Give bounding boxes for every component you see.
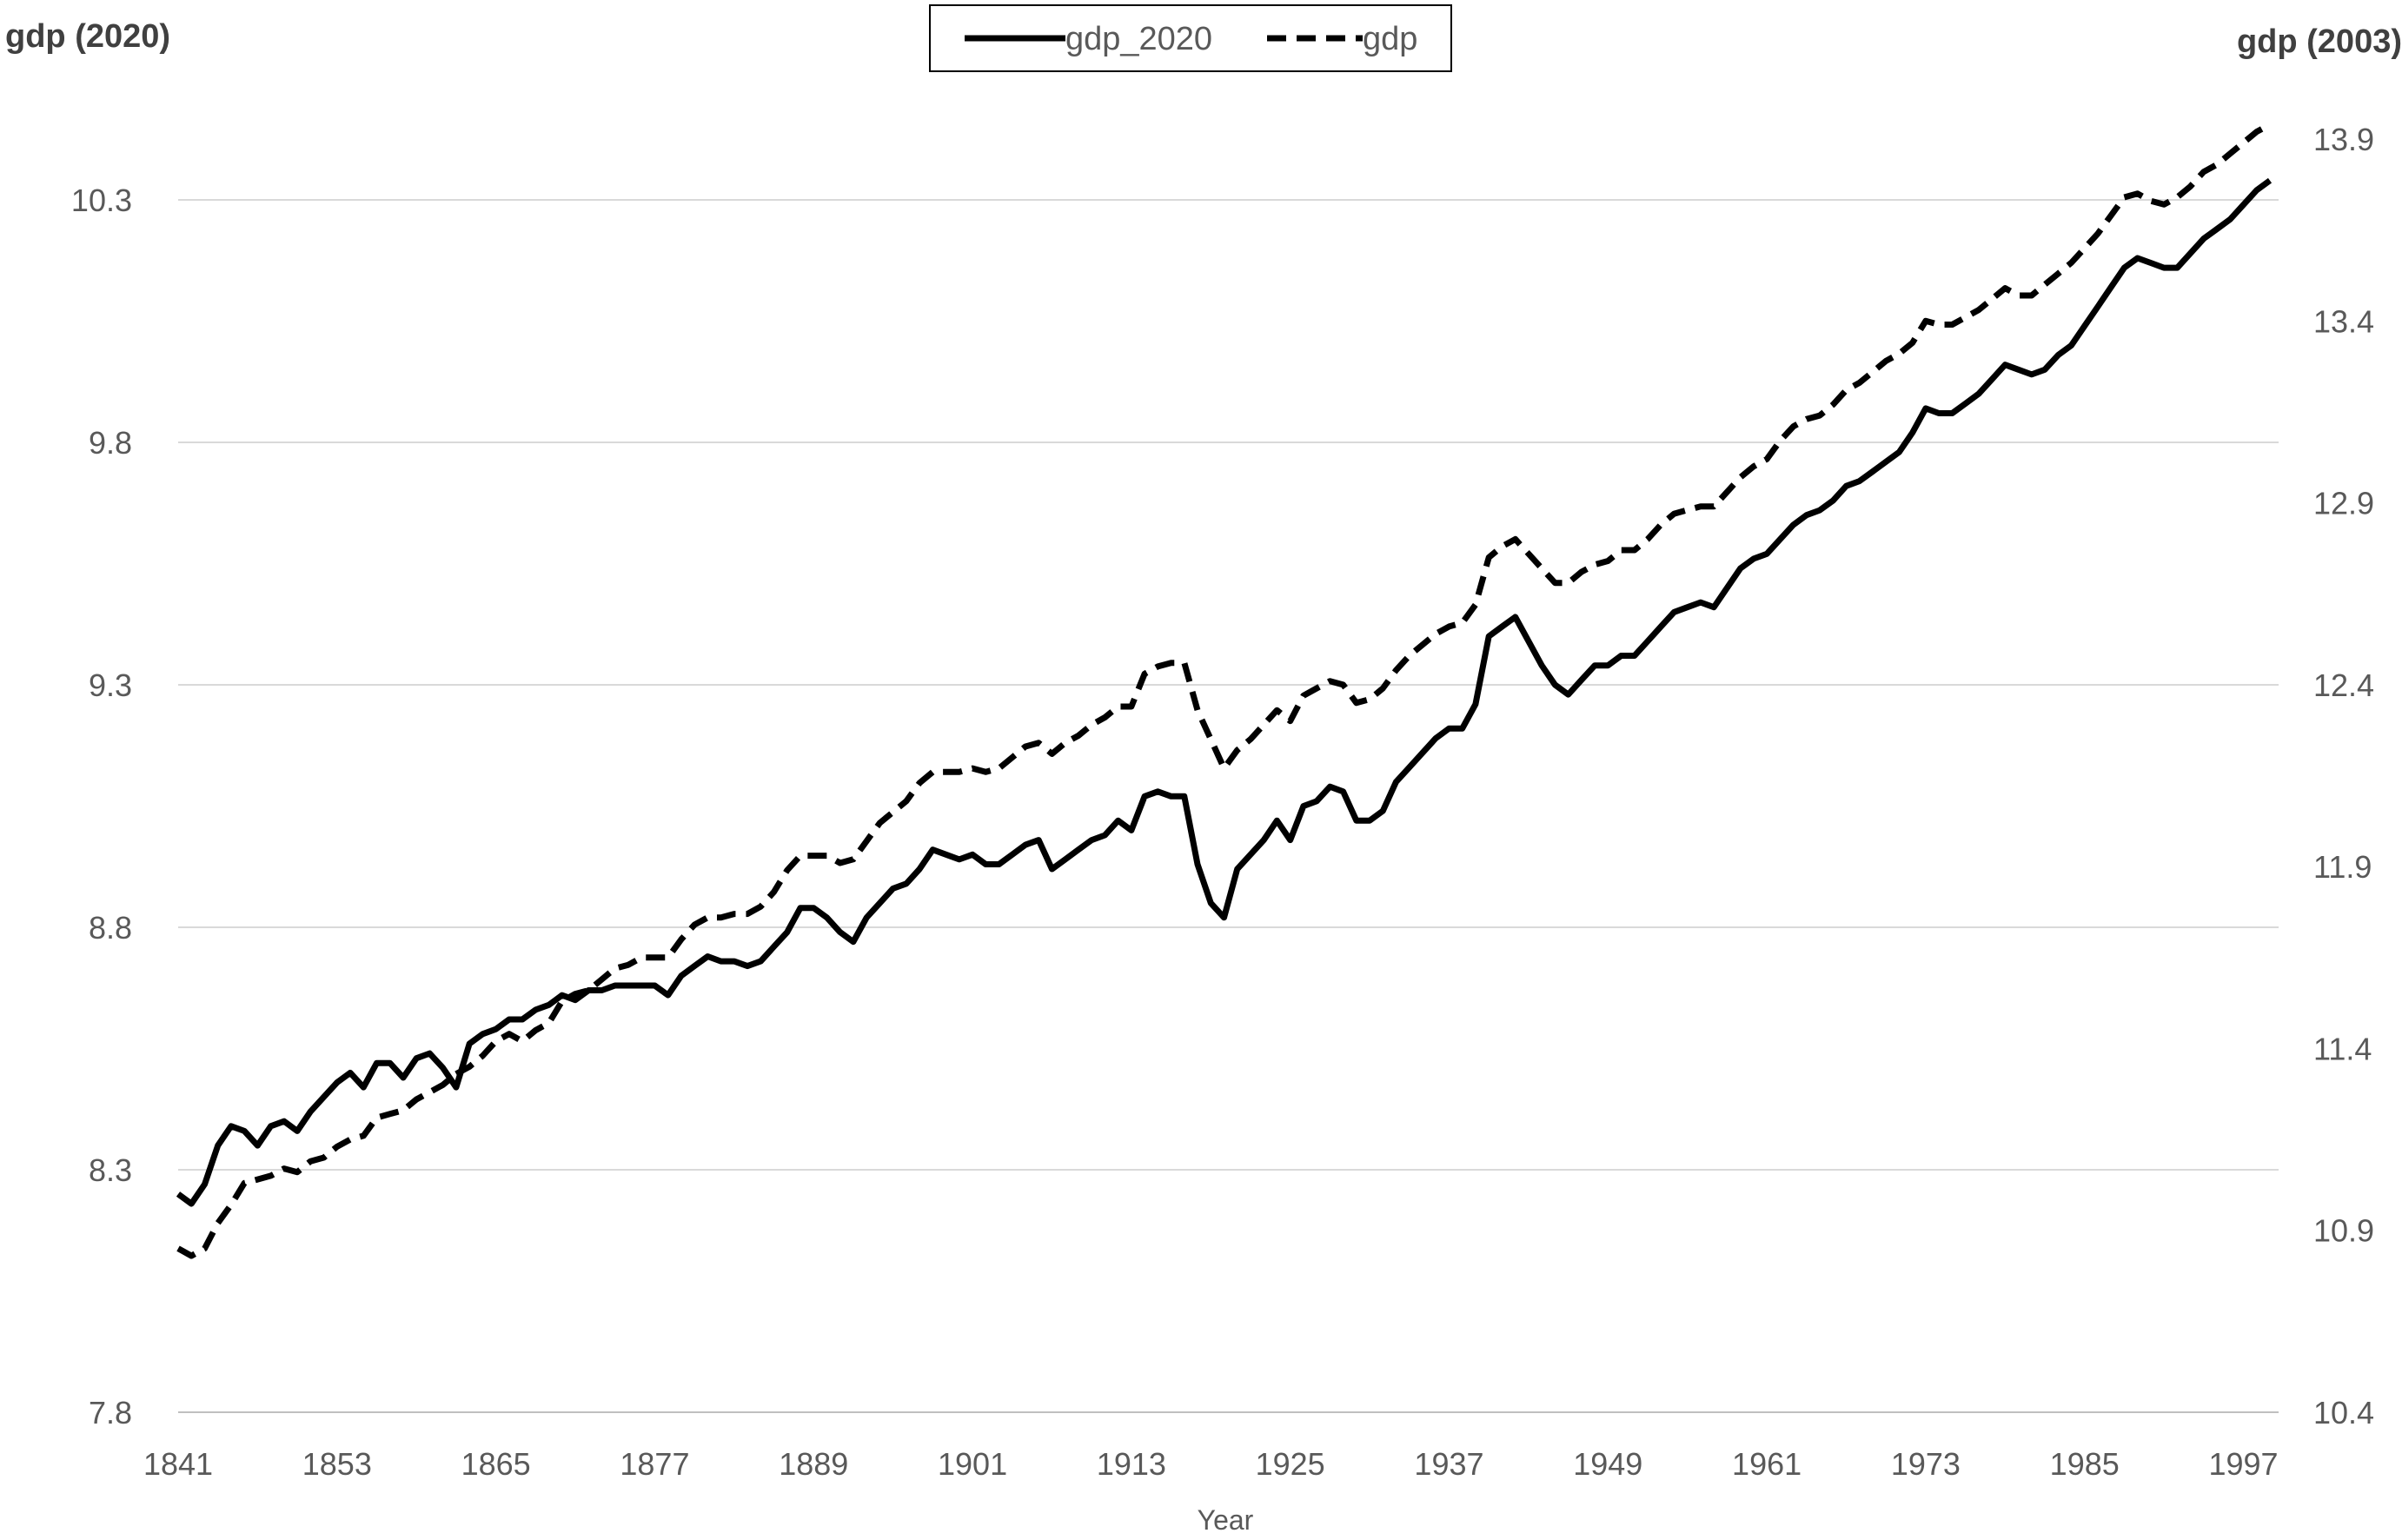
x-tick-label: 1973 <box>1891 1446 1961 1482</box>
gridlines <box>178 199 2279 1413</box>
x-tick-label: 1925 <box>1256 1446 1325 1482</box>
x-axis-title: Year <box>1198 1504 1254 1536</box>
x-tick-label: 1865 <box>461 1446 531 1482</box>
right-y-tick-label: 10.4 <box>2313 1395 2374 1430</box>
right-y-tick-label: 13.9 <box>2313 122 2374 157</box>
x-tick-label: 1997 <box>2208 1446 2278 1482</box>
right-y-tick-label: 12.4 <box>2313 667 2374 703</box>
x-tick-label: 1901 <box>938 1446 1007 1482</box>
x-tick-label: 1877 <box>620 1446 689 1482</box>
x-tick-label: 1853 <box>302 1446 372 1482</box>
left-y-tick-label: 7.8 <box>89 1395 132 1430</box>
legend: gdp_2020 gdp <box>929 4 1452 72</box>
left-y-tick-label: 9.8 <box>89 425 132 461</box>
legend-label-gdp: gdp <box>1363 21 1417 57</box>
right-y-tick-label: 11.9 <box>2313 849 2372 885</box>
left-y-tick-label: 9.3 <box>89 667 132 703</box>
right-y-tick-label: 11.4 <box>2313 1031 2372 1066</box>
right-y-tick-label: 13.4 <box>2313 303 2374 339</box>
legend-label-gdp-2020: gdp_2020 <box>1065 21 1212 57</box>
x-tick-label: 1889 <box>779 1446 848 1482</box>
x-tick-label: 1949 <box>1573 1446 1642 1482</box>
series-line-gdp <box>176 122 2272 1259</box>
left-y-tick-label: 8.8 <box>89 910 132 946</box>
x-tick-label: 1985 <box>2050 1446 2120 1482</box>
left-y-tick-label: 10.3 <box>71 183 132 218</box>
left-axis-title: gdp (2020) <box>5 18 170 55</box>
x-tick-label: 1913 <box>1097 1446 1166 1482</box>
x-tick-label: 1961 <box>1732 1446 1802 1482</box>
x-tick-label: 1937 <box>1414 1446 1483 1482</box>
right-y-tick-label: 10.9 <box>2313 1213 2374 1249</box>
legend-box <box>929 4 1452 72</box>
x-tick-label: 1841 <box>143 1446 213 1482</box>
series-line-gdp-2020 <box>176 177 2273 1207</box>
series-lines <box>176 122 2273 1259</box>
right-y-tick-label: 12.9 <box>2313 486 2374 521</box>
right-axis-title: gdp (2003) <box>2237 23 2402 60</box>
left-y-tick-label: 8.3 <box>89 1152 132 1188</box>
axes: 7.8 8.3 8.8 9.3 9.8 10.3 10.4 10.9 11.4 11.9 12.4 1… <box>71 122 2374 1482</box>
